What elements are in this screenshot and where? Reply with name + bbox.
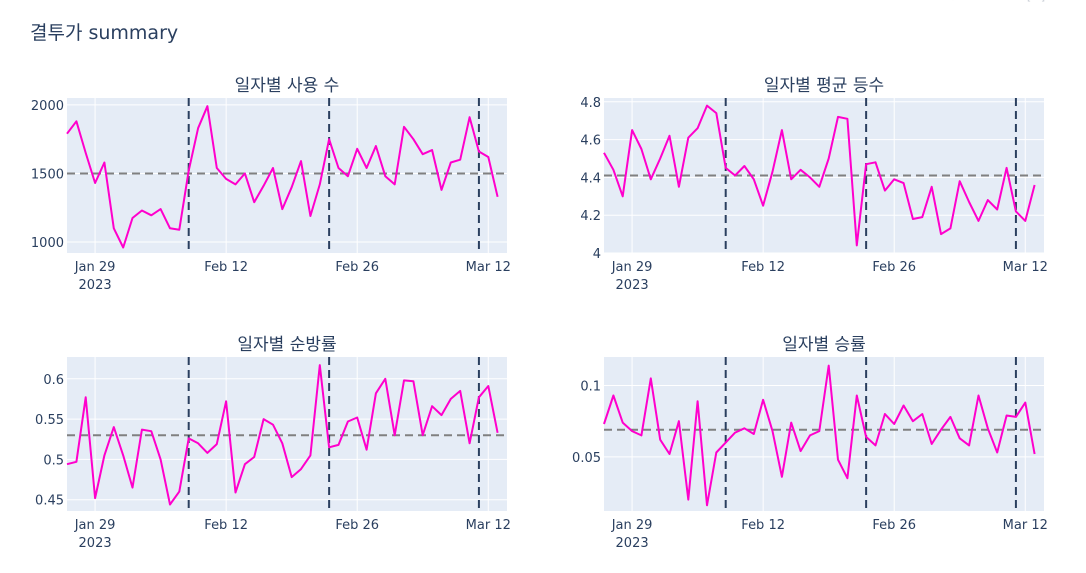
x-tick-label: Feb 12 [741,518,785,533]
y-tick-label: 4.8 [580,96,601,111]
y-tick-label: 4.2 [580,209,601,224]
camera-icon[interactable]: ▬ [880,0,894,2]
page-title: 결투가 summary [30,22,179,44]
x-tick-label: Jan 29 [611,260,653,275]
y-tick-label: 4 [593,247,601,262]
plot-area [604,357,1044,511]
subplot-title: 일자별 승률 [782,335,866,355]
subplot-title: 일자별 평균 등수 [764,76,884,96]
x-tick-label: Mar 12 [466,260,511,275]
x-tick-year: 2023 [616,278,649,293]
x-tick-label: Jan 29 [611,518,653,533]
x-tick-year: 2023 [616,536,649,551]
chart-daily-top-rate[interactable]: 일자별 순방률 0.45 0.5 0.55 0.6 Jan 29 2023 Feb 12 Feb… [35,335,511,551]
x-tick-label: Feb 26 [335,260,379,275]
y-tick-label: 0.05 [572,451,601,466]
reset-icon[interactable]: ] [1036,0,1050,2]
x-tick-label: Mar 12 [1003,260,1048,275]
x-tick-label: Mar 12 [466,518,511,533]
y-tick-label: 4.6 [580,134,601,149]
chart-daily-usage[interactable]: 일자별 사용 수 1000 1500 2000 Jan 29 2023 Feb 12 Feb … [31,76,511,293]
autoscale-icon[interactable]: [ [1022,0,1036,2]
x-tick-year: 2023 [79,536,112,551]
y-tick-label: 0.45 [35,494,64,509]
x-tick-label: Feb 26 [872,518,916,533]
pan-icon[interactable]: ✥ [946,0,960,2]
y-tick-label: 1000 [31,236,64,251]
y-tick-label: 0.1 [580,380,601,395]
x-tick-year: 2023 [79,278,112,293]
y-tick-label: 0.5 [43,453,64,468]
x-tick-label: Feb 26 [335,518,379,533]
zoom-icon[interactable]: ✚ [932,0,946,2]
y-tick-label: 2000 [31,99,64,114]
x-tick-label: Feb 12 [204,518,248,533]
x-tick-label: Mar 12 [1003,518,1048,533]
x-tick-label: Feb 12 [204,260,248,275]
y-tick-label: 1500 [31,167,64,182]
zoom-in-icon[interactable]: ▬ [984,0,998,2]
x-tick-label: Jan 29 [74,260,116,275]
x-tick-label: Jan 29 [74,518,116,533]
subplot-title: 일자별 사용 수 [235,76,340,96]
modebar[interactable]: ▬ ✚ ✥ ▬ ▬ [ ] [880,0,1080,6]
x-tick-label: Feb 12 [741,260,785,275]
chart-daily-avg-rank[interactable]: 일자별 평균 등수 4 4.2 4.4 4.6 4.8 Jan 29 2023 Feb 12 Fe… [580,76,1048,293]
y-tick-label: 0.55 [35,413,64,428]
subplot-title: 일자별 순방률 [237,335,336,355]
plot-area [67,98,507,253]
y-tick-label: 4.4 [580,171,601,186]
x-tick-label: Feb 26 [872,260,916,275]
y-tick-label: 0.6 [43,373,64,388]
zoom-out-icon[interactable]: ▬ [1000,0,1014,2]
chart-daily-win-rate[interactable]: 일자별 승률 0.05 0.1 Jan 29 2023 Feb 12 Feb 26 Mar 1… [572,335,1048,551]
